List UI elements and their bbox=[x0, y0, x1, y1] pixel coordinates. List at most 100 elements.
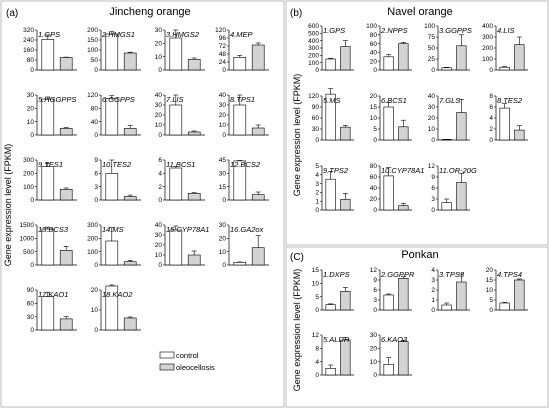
y-tick-label: 12 bbox=[428, 163, 436, 170]
y-tick-label: 300 bbox=[308, 45, 319, 52]
y-tick-label: 0 bbox=[30, 262, 34, 269]
subplot-label: 13.BCS3 bbox=[38, 225, 69, 234]
bar-control bbox=[441, 67, 452, 71]
y-tick-label: 160 bbox=[23, 47, 34, 54]
subplot-label: 1.DXPS bbox=[323, 270, 350, 279]
bar-oleocellosis bbox=[456, 281, 467, 311]
y-tick-label: 20 bbox=[370, 346, 378, 353]
y-tick-label: 5 bbox=[315, 163, 319, 170]
y-tick-label: 6 bbox=[489, 104, 493, 111]
y-tick-label: 20 bbox=[155, 242, 163, 249]
bar-control bbox=[325, 368, 336, 376]
y-tick-label: 100 bbox=[308, 60, 319, 67]
y-tick-label: 0 bbox=[222, 197, 226, 204]
y-tick-label: 0 bbox=[94, 67, 98, 74]
y-tick-label: 2 bbox=[489, 126, 493, 133]
y-tick-label: 9 bbox=[94, 157, 98, 164]
y-tick-label: 10 bbox=[428, 126, 436, 133]
y-tick-label: 20 bbox=[370, 93, 378, 100]
y-tick-label: 0 bbox=[431, 137, 435, 144]
y-tick-label: 30 bbox=[312, 126, 320, 133]
y-tick-label: 0 bbox=[489, 137, 493, 144]
subplot-3-hmgs2: 0 10 20 30 3.HMGS2 bbox=[155, 27, 205, 74]
bar-control bbox=[41, 228, 55, 266]
y-tick-label: 0 bbox=[489, 307, 493, 314]
y-tick-label: 4 bbox=[315, 359, 319, 366]
subplot-11-bcs1: 0 2 4 6 11.BCS1 bbox=[158, 157, 205, 204]
y-tick-label: 0 bbox=[30, 327, 34, 334]
y-tick-label: 0 bbox=[315, 67, 319, 74]
subplot-label: 7.LIS bbox=[166, 95, 184, 104]
bar-control bbox=[233, 57, 247, 71]
subplot-label: 5.ALDH bbox=[323, 335, 350, 344]
y-tick-label: 1 bbox=[431, 297, 435, 304]
panel-b-ylabel: Gene expression level (FPKM) bbox=[292, 74, 302, 197]
panel-b-frame bbox=[285, 0, 549, 246]
y-tick-label: 80 bbox=[370, 163, 378, 170]
y-tick-label: 0 bbox=[158, 262, 162, 269]
y-tick-label: 0 bbox=[30, 132, 34, 139]
y-tick-label: 30 bbox=[219, 102, 227, 109]
panel-b-label: (b) bbox=[290, 8, 302, 19]
y-tick-label: 6 bbox=[94, 171, 98, 178]
y-tick-label: 0 bbox=[94, 327, 98, 334]
y-tick-label: 5 bbox=[373, 126, 377, 133]
y-tick-label: 3 bbox=[94, 184, 98, 191]
bar-oleocellosis bbox=[59, 57, 73, 71]
y-tick-label: 200 bbox=[23, 171, 34, 178]
subplot-label: 6.BCS1 bbox=[381, 96, 407, 105]
bar-oleocellosis bbox=[456, 112, 467, 141]
y-tick-label: 0 bbox=[373, 207, 377, 214]
y-tick-label: 200 bbox=[308, 53, 319, 60]
y-tick-label: 100 bbox=[87, 249, 98, 256]
panel-b-title: Navel orange bbox=[387, 6, 452, 18]
bar-control bbox=[169, 229, 183, 266]
bar-oleocellosis bbox=[398, 278, 409, 311]
subplot-label: 6.KAO3 bbox=[381, 335, 408, 344]
y-tick-label: 0 bbox=[431, 307, 435, 314]
subplot-1-gps: 0 80 160 240 320 1.GPS bbox=[23, 27, 77, 74]
y-tick-label: 240 bbox=[23, 37, 34, 44]
y-tick-label: 60 bbox=[312, 115, 320, 122]
bar-control bbox=[169, 167, 183, 201]
y-tick-label: 0 bbox=[373, 67, 377, 74]
y-tick-label: 30 bbox=[219, 171, 227, 178]
subplot-label: 12.BCS2 bbox=[230, 160, 261, 169]
y-tick-label: 4 bbox=[315, 172, 319, 179]
y-tick-label: 2 bbox=[158, 184, 162, 191]
y-tick-label: 0 bbox=[30, 67, 34, 74]
y-tick-label: 75 bbox=[428, 34, 436, 41]
bar-control bbox=[105, 173, 119, 201]
bar-oleocellosis bbox=[251, 127, 265, 136]
bar-oleocellosis bbox=[340, 339, 351, 376]
y-tick-label: 10 bbox=[219, 249, 227, 256]
subplot-label: 14.MS bbox=[102, 225, 124, 234]
y-tick-label: 0 bbox=[315, 307, 319, 314]
y-tick-label: 30 bbox=[27, 314, 35, 321]
bar-control bbox=[233, 104, 247, 136]
bar-oleocellosis bbox=[398, 126, 409, 141]
y-tick-label: 20 bbox=[428, 115, 436, 122]
subplot-4-tps4: 0 5 10 15 20 4.TPS4 bbox=[486, 267, 528, 314]
y-tick-label: 100 bbox=[87, 47, 98, 54]
y-tick-label: 40 bbox=[91, 119, 99, 126]
y-tick-label: 5 bbox=[489, 297, 493, 304]
subplot-5-ms: 0 30 60 90 120 5.MS bbox=[308, 88, 354, 144]
subplot-7-gls: 0 10 20 30 40 7.GLS bbox=[428, 93, 470, 144]
subplot-10-tes2: 0 3 6 9 10.TES2 bbox=[94, 157, 141, 204]
y-tick-label: 2 bbox=[315, 190, 319, 197]
subplot-11-or-20g: 0 3 6 9 12 11.OR-20G bbox=[428, 163, 477, 214]
bar-oleocellosis bbox=[251, 247, 265, 266]
y-tick-label: 0 bbox=[94, 262, 98, 269]
subplot-label: 9.TES1 bbox=[38, 160, 63, 169]
y-tick-label: 10 bbox=[27, 119, 35, 126]
y-tick-label: 80 bbox=[27, 57, 35, 64]
y-tick-label: 15 bbox=[219, 184, 227, 191]
y-tick-label: 20 bbox=[27, 106, 35, 113]
subplot-4-lis: 0 100 200 300 400 4.LIS bbox=[482, 23, 528, 74]
y-tick-label: 15 bbox=[486, 277, 494, 284]
y-tick-label: 0 bbox=[94, 132, 98, 139]
